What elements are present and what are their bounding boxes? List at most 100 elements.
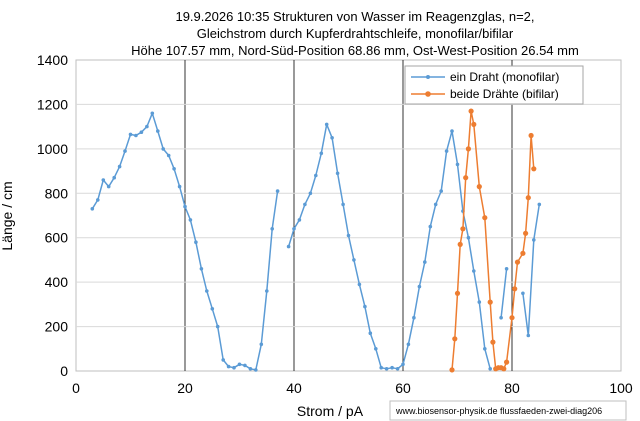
data-point [521,291,525,296]
data-point [199,267,204,271]
data-point [509,315,515,321]
data-point [444,149,449,153]
data-point [395,367,400,371]
data-point [128,132,133,137]
data-point [346,233,351,238]
data-point [112,175,116,180]
data-point [166,153,171,158]
y-tick-label: 1400 [37,52,68,68]
data-point [177,184,182,189]
data-point [265,289,269,293]
data-point [390,365,394,370]
data-point [460,226,466,232]
data-point [423,260,427,264]
data-point [525,195,531,201]
data-point [439,189,444,193]
data-point [248,367,253,371]
series-layer [90,108,542,373]
data-point [528,132,534,139]
data-point [194,240,198,244]
data-point [210,307,215,311]
data-point [401,362,405,367]
data-point [472,269,476,273]
data-point [286,244,291,249]
data-point [465,146,471,152]
data-point [526,333,531,338]
data-point [471,121,477,127]
data-point [308,191,313,196]
data-point [379,365,384,370]
y-tick-label: 0 [60,363,68,379]
data-point [254,368,258,372]
source-note-frame [389,400,627,421]
data-point [476,184,482,190]
data-point [90,207,95,211]
y-tick-label: 1000 [37,141,68,157]
data-point [499,315,503,320]
data-point [205,289,209,293]
data-point [455,162,460,167]
series-0 [90,111,542,372]
data-point [303,202,307,207]
data-point [270,227,275,231]
data-point [487,299,493,305]
data-point [172,167,176,171]
data-point [450,129,454,133]
series-line [287,123,491,370]
data-point [477,300,482,304]
data-point [417,284,422,289]
data-point [449,367,455,373]
data-point [161,147,165,151]
legend-marker-monofilar [426,75,430,79]
y-tick-label: 800 [45,185,69,201]
source-note-box: www.biosensor-physik.de flussfaeden-zwei… [389,400,627,421]
data-point [319,151,324,156]
data-point [292,227,296,231]
data-point [314,173,318,178]
x-tick-label: 20 [177,380,193,396]
data-point [134,133,138,138]
data-point [483,347,487,351]
data-point [352,258,356,262]
data-point [363,304,367,309]
data-point [275,189,280,193]
data-point [297,218,302,222]
data-point [368,331,373,336]
data-point [433,202,438,207]
data-point [232,365,236,370]
y-axis-tick-labels: 0 200 400 600 800 1000 1200 1400 [37,52,68,379]
chart-title-line-2: Gleichstrom durch Kupferdrahtschleife, m… [197,26,514,41]
legend-label-monofilar: ein Draht (monofilar) [450,70,559,84]
data-point [488,367,493,371]
data-point [237,362,242,367]
data-point [106,184,111,189]
x-tick-label: 100 [609,380,633,396]
data-point [226,364,231,369]
data-point [504,359,510,365]
data-point [183,204,187,209]
data-point [215,324,220,329]
series-line [500,268,508,318]
y-tick-label: 1200 [37,96,68,112]
data-point [384,367,389,371]
y-axis-label: Länge / cm [0,181,15,250]
x-tick-label: 0 [72,380,80,396]
x-tick-label: 80 [504,380,520,396]
legend-box [404,65,584,105]
data-point [454,290,461,296]
plot-border [75,59,622,372]
data-point [504,267,509,271]
data-point [532,238,536,242]
data-point [501,366,507,372]
data-point [490,339,496,345]
legend-marker-bifilar [425,91,431,97]
data-point [335,171,340,176]
data-point [243,363,247,368]
chart-title-line-1: 19.9.2026 10:35 Strukturen von Wasser im… [175,9,534,24]
series-1 [449,108,537,373]
data-point [468,108,474,114]
source-note: www.biosensor-physik.de flussfaeden-zwei… [395,406,602,416]
data-point [96,198,100,202]
